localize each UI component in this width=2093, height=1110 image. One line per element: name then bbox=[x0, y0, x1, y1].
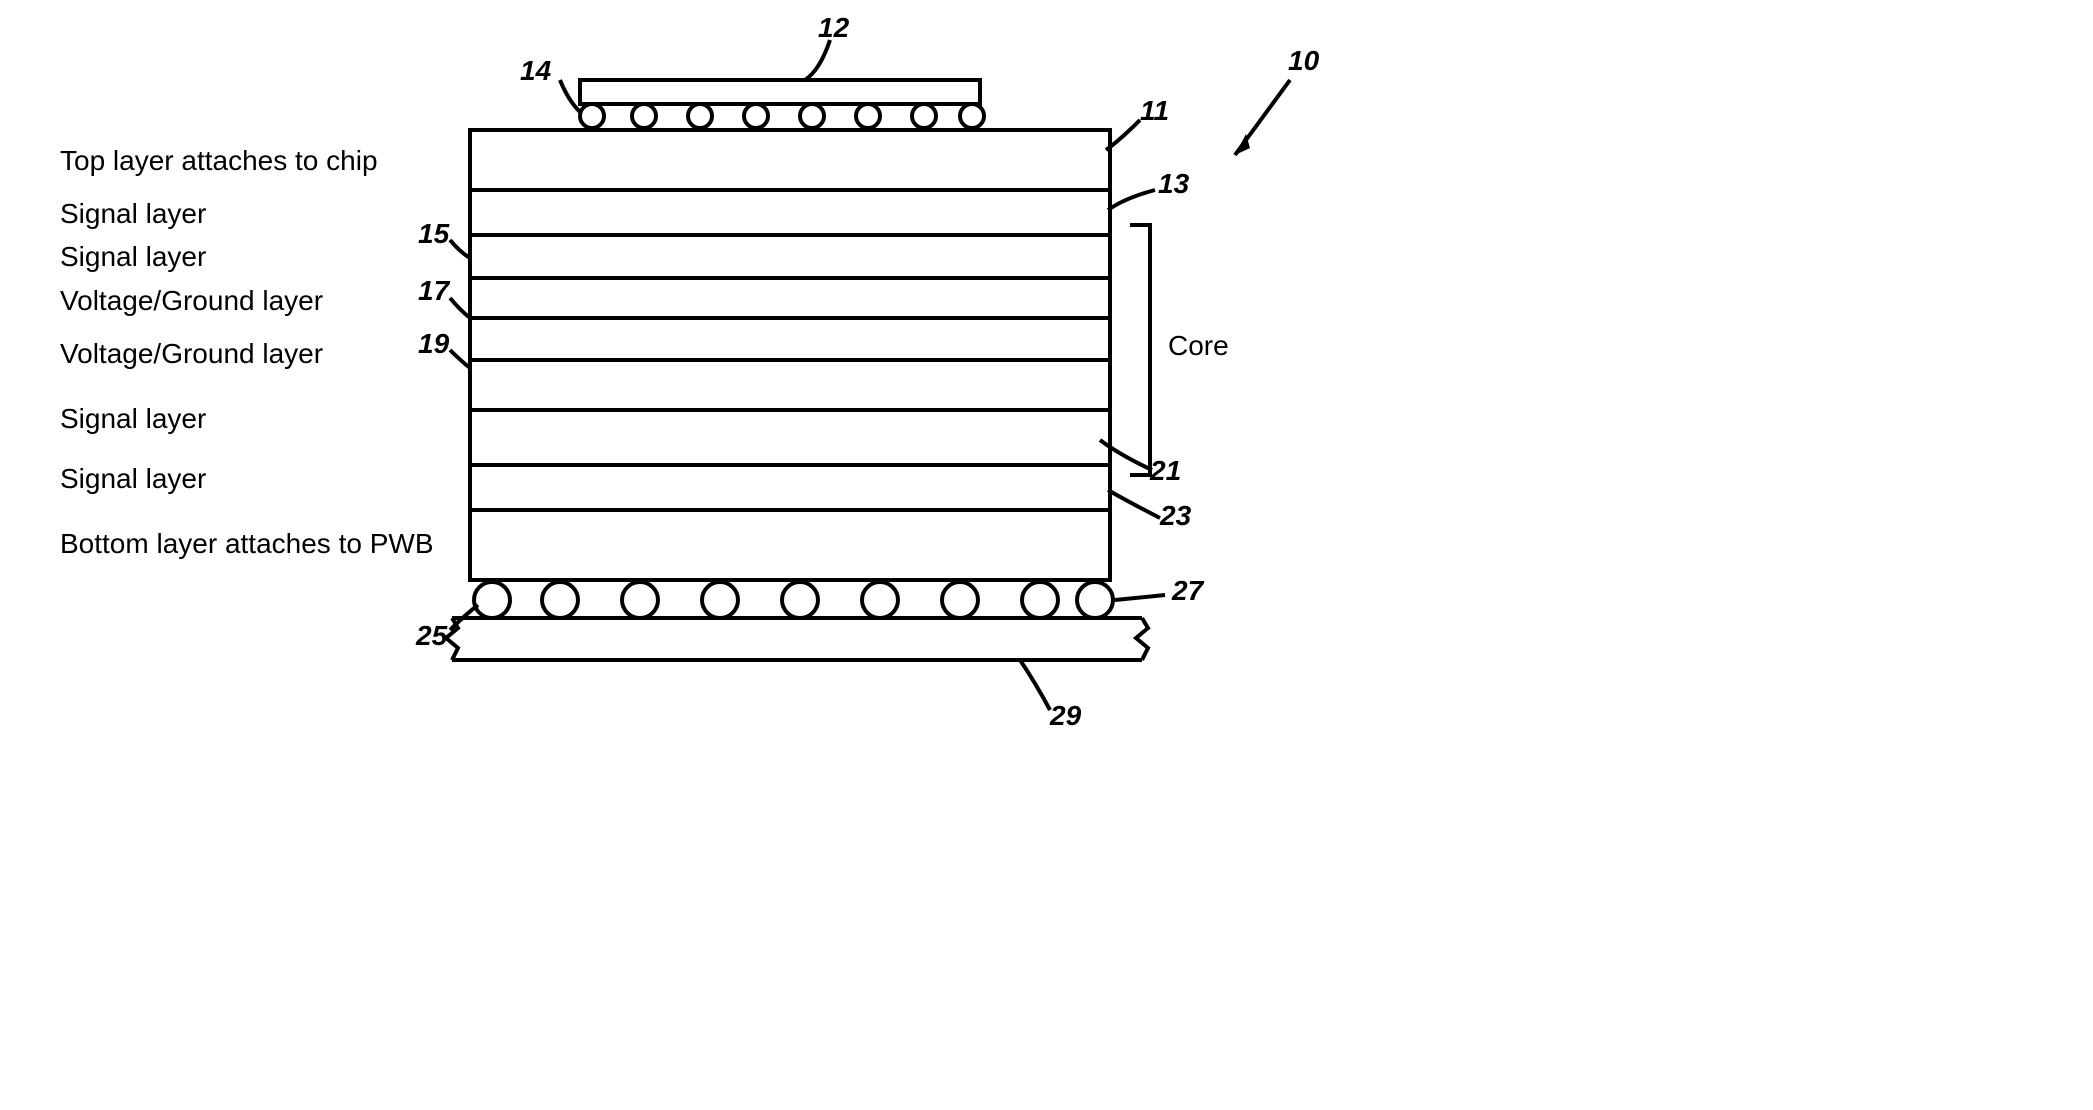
pwb-ball bbox=[1077, 582, 1113, 618]
leader-13 bbox=[1108, 190, 1155, 210]
leader-12 bbox=[805, 40, 830, 80]
core-bracket bbox=[1130, 225, 1150, 475]
chip-ball bbox=[632, 104, 656, 128]
label-signal-4: Signal layer bbox=[60, 463, 206, 495]
ref-14: 14 bbox=[520, 55, 551, 87]
ref-13: 13 bbox=[1158, 168, 1189, 200]
chip-ball bbox=[580, 104, 604, 128]
pwb-ball bbox=[862, 582, 898, 618]
ref-12: 12 bbox=[818, 12, 849, 44]
ref-29: 29 bbox=[1050, 700, 1081, 732]
chip-ball bbox=[744, 104, 768, 128]
label-vg-1: Voltage/Ground layer bbox=[60, 285, 323, 317]
ref-15: 15 bbox=[418, 218, 449, 250]
chip-rect bbox=[580, 80, 980, 104]
leader-15 bbox=[450, 240, 470, 258]
pwb-ball bbox=[702, 582, 738, 618]
diagram-container: Top layer attaches to chip Signal layer … bbox=[0, 0, 1500, 800]
chip-ball bbox=[912, 104, 936, 128]
ref-27: 27 bbox=[1172, 575, 1203, 607]
chip-ball bbox=[688, 104, 712, 128]
pwb-ball bbox=[942, 582, 978, 618]
label-top-layer: Top layer attaches to chip bbox=[60, 145, 378, 177]
ref-10: 10 bbox=[1288, 45, 1319, 77]
chip-ball bbox=[960, 104, 984, 128]
leader-27 bbox=[1115, 595, 1165, 600]
label-vg-2: Voltage/Ground layer bbox=[60, 338, 323, 370]
chip-ball bbox=[856, 104, 880, 128]
ref-19: 19 bbox=[418, 328, 449, 360]
schematic-svg bbox=[0, 0, 1500, 800]
ref-25: 25 bbox=[416, 620, 447, 652]
leader-14 bbox=[560, 80, 580, 112]
pwb-ball bbox=[1022, 582, 1058, 618]
ref-17: 17 bbox=[418, 275, 449, 307]
pwb-ball bbox=[542, 582, 578, 618]
leader-19 bbox=[450, 350, 470, 368]
label-signal-3: Signal layer bbox=[60, 403, 206, 435]
ref-21: 21 bbox=[1150, 455, 1181, 487]
leader-29 bbox=[1020, 660, 1050, 710]
pwb-ball bbox=[622, 582, 658, 618]
stack-rect bbox=[470, 130, 1110, 580]
leader-23 bbox=[1108, 490, 1160, 518]
leader-17 bbox=[450, 298, 470, 318]
pwb-ball bbox=[782, 582, 818, 618]
chip-ball bbox=[800, 104, 824, 128]
label-bottom-layer: Bottom layer attaches to PWB bbox=[60, 528, 434, 560]
pwb-break-right bbox=[1136, 618, 1148, 660]
ref-11: 11 bbox=[1140, 95, 1169, 127]
label-signal-1: Signal layer bbox=[60, 198, 206, 230]
ref-23: 23 bbox=[1160, 500, 1191, 532]
label-signal-2: Signal layer bbox=[60, 241, 206, 273]
pwb-ball bbox=[474, 582, 510, 618]
label-core: Core bbox=[1168, 330, 1229, 362]
